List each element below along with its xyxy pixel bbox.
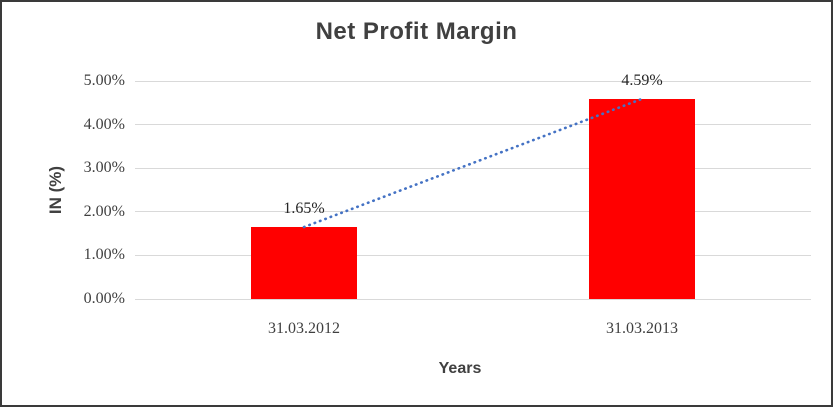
chart-title: Net Profit Margin — [315, 18, 518, 45]
x-tick-label: 31.03.2013 — [606, 320, 678, 337]
y-tick-label: 0.00% — [83, 290, 125, 307]
plot-area: 1.65% 4.59% — [135, 72, 811, 300]
bar — [251, 227, 357, 299]
y-tick-label: 1.00% — [83, 246, 125, 264]
gridline — [135, 254, 811, 256]
gridline — [135, 124, 811, 126]
y-tick-label: 3.00% — [83, 159, 125, 177]
y-tick-label: 4.00% — [83, 115, 125, 133]
y-axis-title: IN (%) — [46, 165, 65, 215]
bar-value-label: 1.65% — [283, 200, 325, 218]
x-axis-title: Years — [438, 360, 482, 377]
gridline — [135, 80, 811, 82]
gridline — [135, 298, 811, 300]
bar-value-label: 4.59% — [621, 71, 663, 89]
gridline — [135, 211, 811, 213]
trendline — [302, 97, 644, 229]
x-tick-label: 31.03.2012 — [268, 320, 340, 337]
gridline — [135, 167, 811, 169]
y-tick-label: 2.00% — [83, 202, 125, 220]
y-tick-label: 5.00% — [83, 72, 125, 89]
bar — [589, 98, 695, 299]
